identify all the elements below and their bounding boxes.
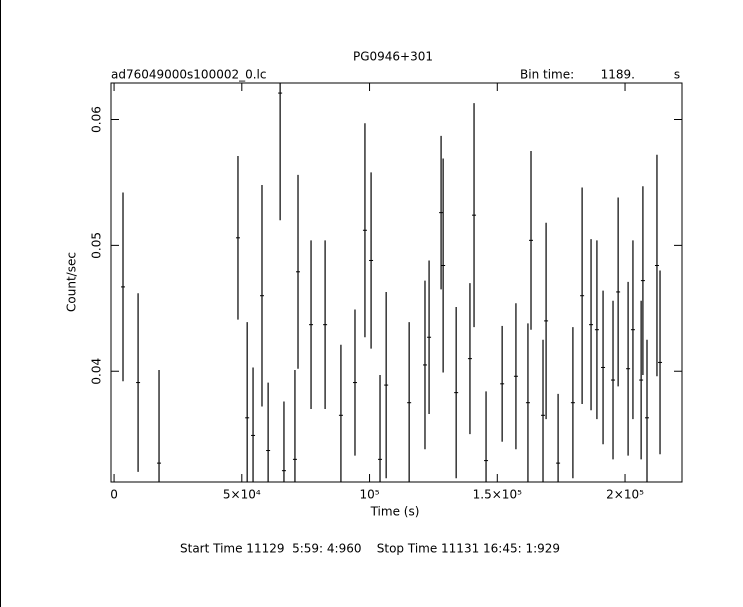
x-tick-label: 5×10⁴: [223, 488, 261, 502]
chart-title: PG0946+301: [353, 50, 433, 64]
bin-time-label: Bin time:: [520, 68, 574, 82]
bin-time-unit: s: [674, 68, 680, 82]
chart-subtitle: ad76049000s100002_0.lc: [111, 68, 267, 82]
x-axis-label: Time (s): [370, 505, 420, 519]
y-tick-label: 0.05: [90, 232, 104, 259]
bin-time-value: 1189.: [601, 68, 635, 82]
footer: Start Time 11129 5:59: 4:960 Stop Time 1…: [180, 542, 560, 556]
y-tick-label: 0.04: [90, 358, 104, 385]
x-tick-label: 1.5×10⁵: [473, 488, 522, 502]
plot-frame: [110, 82, 683, 483]
x-tick-label: 10⁵: [359, 488, 379, 502]
x-tick-label: 2×10⁵: [606, 488, 644, 502]
y-tick-label: 0.06: [90, 106, 104, 133]
plot-area: [121, 83, 663, 482]
y-axis-label: Count/sec: [65, 252, 79, 312]
x-tick-label: 0: [110, 488, 118, 502]
